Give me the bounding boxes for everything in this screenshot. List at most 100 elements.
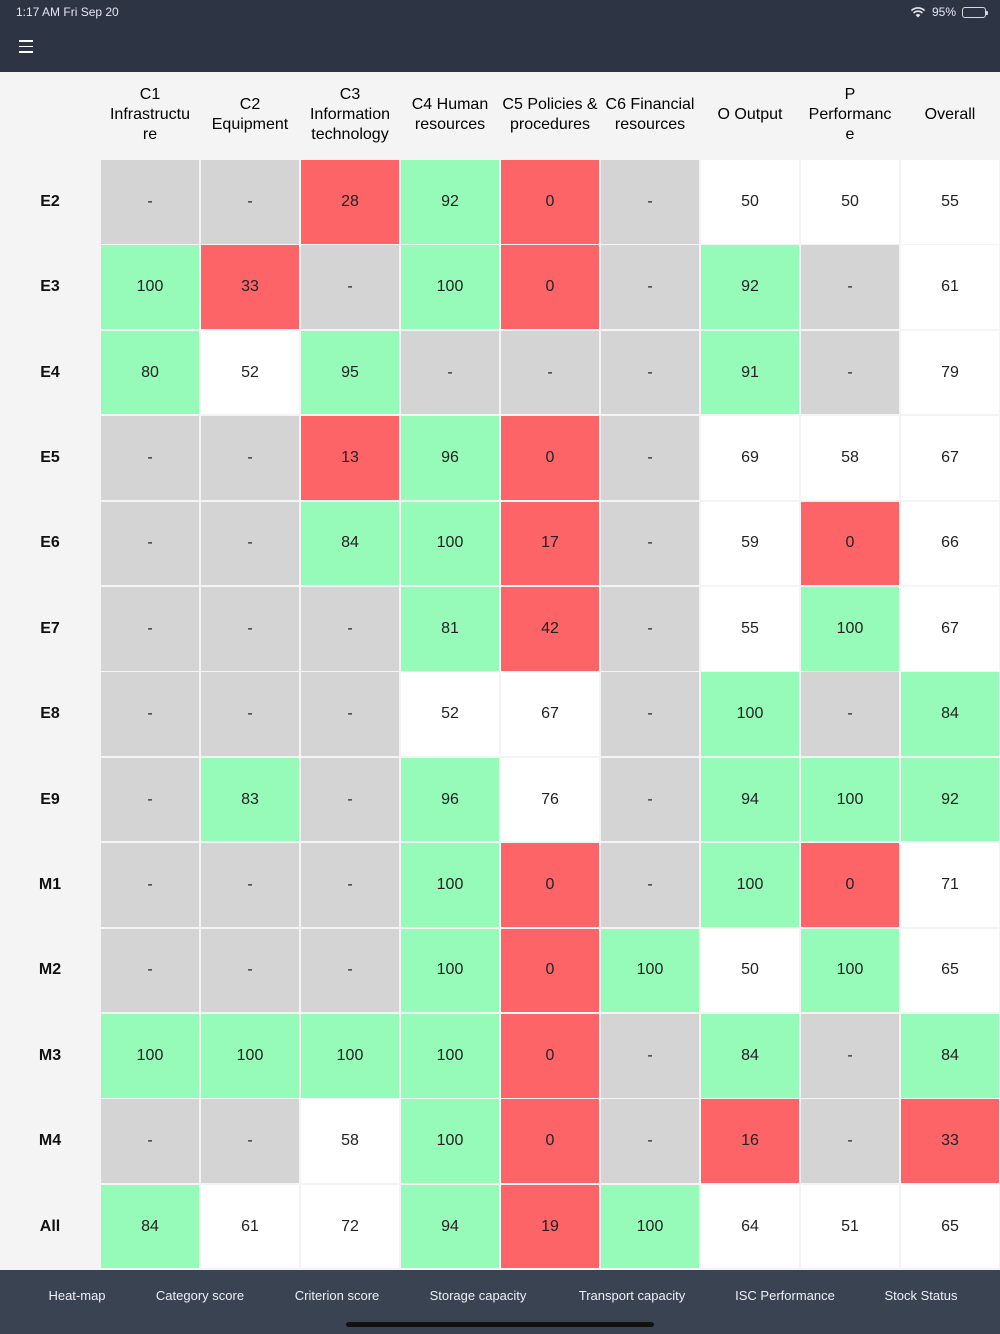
heat-map-cell[interactable]: 79 [901,330,999,415]
heat-map-cell[interactable]: 92 [901,757,999,842]
heat-map-cell[interactable]: - [601,757,699,842]
heat-map-cell[interactable]: - [801,1099,899,1183]
heat-map-cell[interactable]: - [201,416,299,500]
heat-map-cell[interactable]: 100 [401,245,499,329]
heat-map-cell[interactable]: - [201,843,299,927]
heat-map-cell[interactable]: 100 [601,928,699,1013]
heat-map-cell[interactable]: - [301,672,399,756]
heat-map-cell[interactable]: 71 [901,843,999,927]
heat-map-cell[interactable]: - [101,672,199,756]
heat-map-cell[interactable]: - [101,1099,199,1183]
heat-map-cell[interactable]: 64 [701,1184,799,1269]
heat-map-cell[interactable]: 100 [701,672,799,756]
heat-map-cell[interactable]: 0 [801,501,899,586]
heat-map-cell[interactable]: 13 [301,416,399,500]
heat-map-cell[interactable]: 0 [501,928,599,1013]
heat-map-cell[interactable]: - [501,330,599,415]
heat-map-cell[interactable]: 100 [401,501,499,586]
heat-map-cell[interactable]: 0 [501,843,599,927]
heat-map-cell[interactable]: - [601,416,699,500]
heat-map-cell[interactable]: - [801,330,899,415]
heat-map-cell[interactable]: - [401,330,499,415]
heat-map-cell[interactable]: - [101,757,199,842]
heat-map-cell[interactable]: - [601,160,699,244]
heat-map-cell[interactable]: 16 [701,1099,799,1183]
heat-map-cell[interactable]: 80 [101,330,199,415]
heat-map-cell[interactable]: - [801,245,899,329]
heat-map-cell[interactable]: - [201,501,299,586]
heat-map-cell[interactable]: 100 [801,587,899,671]
heat-map-cell[interactable]: - [301,843,399,927]
heat-map-cell[interactable]: - [601,1014,699,1098]
heat-map-cell[interactable]: 96 [401,757,499,842]
heat-map-cell[interactable]: 100 [801,928,899,1013]
heat-map-cell[interactable]: 100 [401,1014,499,1098]
heat-map-cell[interactable]: 58 [801,416,899,500]
heat-map-cell[interactable]: - [801,672,899,756]
heat-map-cell[interactable]: 17 [501,501,599,586]
heat-map-cell[interactable]: 84 [901,672,999,756]
heat-map-cell[interactable]: 66 [901,501,999,586]
hamburger-menu-icon[interactable] [19,40,35,54]
heat-map-cell[interactable]: 33 [201,245,299,329]
heat-map-cell[interactable]: 67 [901,416,999,500]
tab-storage-capacity[interactable]: Storage capacity [429,1288,527,1303]
heat-map-cell[interactable]: - [301,245,399,329]
tab-isc-performance[interactable]: ISC Performance [735,1288,835,1303]
heat-map-cell[interactable]: - [201,928,299,1013]
heat-map-cell[interactable]: 92 [401,160,499,244]
heat-map-cell[interactable]: 50 [801,160,899,244]
heat-map-cell[interactable]: - [301,928,399,1013]
heat-map-cell[interactable]: 0 [501,245,599,329]
heat-map-cell[interactable]: 72 [301,1184,399,1269]
heat-map-cell[interactable]: 61 [201,1184,299,1269]
heat-map-cell[interactable]: 91 [701,330,799,415]
heat-map-cell[interactable]: 96 [401,416,499,500]
heat-map-cell[interactable]: 67 [901,587,999,671]
heat-map-cell[interactable]: - [801,1014,899,1098]
heat-map-cell[interactable]: 94 [401,1184,499,1269]
heat-map-cell[interactable]: - [201,160,299,244]
heat-map-cell[interactable]: - [101,928,199,1013]
heat-map-cell[interactable]: 0 [801,843,899,927]
heat-map-cell[interactable]: 0 [501,1014,599,1098]
heat-map-cell[interactable]: 42 [501,587,599,671]
heat-map-cell[interactable]: 0 [501,1099,599,1183]
heat-map-cell[interactable]: - [601,843,699,927]
heat-map-cell[interactable]: 95 [301,330,399,415]
heat-map-cell[interactable]: 55 [701,587,799,671]
heat-map-cell[interactable]: - [301,757,399,842]
heat-map-cell[interactable]: - [601,330,699,415]
heat-map-cell[interactable]: - [201,1099,299,1183]
heat-map-cell[interactable]: 100 [101,245,199,329]
heat-map-cell[interactable]: 100 [801,757,899,842]
heat-map-cell[interactable]: 100 [601,1184,699,1269]
heat-map-cell[interactable]: - [101,587,199,671]
heat-map-cell[interactable]: 59 [701,501,799,586]
heat-map-cell[interactable]: 100 [201,1014,299,1098]
heat-map-cell[interactable]: 52 [401,672,499,756]
heat-map-cell[interactable]: - [601,672,699,756]
heat-map-cell[interactable]: 83 [201,757,299,842]
heat-map-cell[interactable]: 84 [101,1184,199,1269]
heat-map-cell[interactable]: - [601,501,699,586]
heat-map-cell[interactable]: 19 [501,1184,599,1269]
tab-stock-status[interactable]: Stock Status [884,1288,958,1303]
heat-map-cell[interactable]: 100 [101,1014,199,1098]
heat-map-cell[interactable]: 84 [901,1014,999,1098]
heat-map-cell[interactable]: - [601,587,699,671]
heat-map-cell[interactable]: 100 [701,843,799,927]
heat-map-cell[interactable]: - [301,587,399,671]
heat-map-cell[interactable]: - [601,245,699,329]
heat-map-cell[interactable]: 100 [401,1099,499,1183]
heat-map-cell[interactable]: 65 [901,928,999,1013]
heat-map-cell[interactable]: - [101,501,199,586]
heat-map-cell[interactable]: 81 [401,587,499,671]
heat-map-cell[interactable]: 100 [401,843,499,927]
heat-map-cell[interactable]: 61 [901,245,999,329]
heat-map-cell[interactable]: 28 [301,160,399,244]
heat-map-cell[interactable]: 92 [701,245,799,329]
heat-map-cell[interactable]: - [201,587,299,671]
tab-heat-map[interactable]: Heat-map [48,1288,106,1303]
heat-map-cell[interactable]: 65 [901,1184,999,1269]
